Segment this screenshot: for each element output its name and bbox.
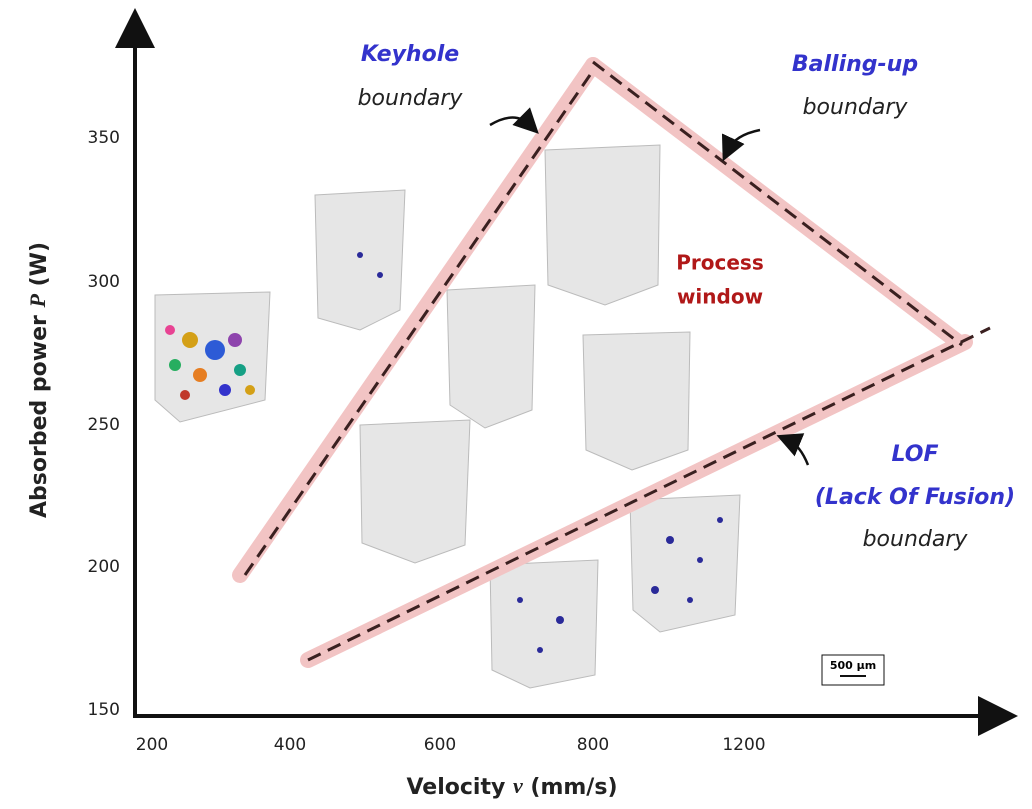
keyhole-name: Keyhole (361, 42, 459, 67)
lof-label: boundary (863, 527, 969, 552)
y-tick-label: 350 (88, 128, 120, 148)
x-axis-title: Velocity v (mm/s) (406, 773, 617, 800)
balling-name: Balling-up (792, 52, 918, 77)
x-tick-label: 600 (424, 735, 456, 755)
y-tick-label: 200 (88, 557, 120, 577)
y-tick-label: 150 (88, 700, 120, 720)
process-window: window (677, 285, 763, 309)
scale-label: 500 μm (830, 659, 876, 672)
process-window: Process (676, 251, 764, 275)
keyhole-label: boundary (358, 86, 464, 111)
samples (155, 145, 740, 688)
x-tick-label: 1200 (722, 735, 765, 755)
x-tick-label: 200 (136, 735, 168, 755)
y-tick-label: 250 (88, 415, 120, 435)
y-tick-label: 300 (88, 272, 120, 292)
lof-name: LOF (892, 442, 939, 467)
figure: 350 300 250 200 150 200 400 600 800 1200 Absorbed… (0, 0, 1032, 805)
balling-label: boundary (803, 95, 909, 120)
x-tick-label: 400 (274, 735, 306, 755)
lof-full: (Lack Of Fusion) (815, 485, 1015, 510)
x-tick-label: 800 (577, 735, 609, 755)
y-axis-title: Absorbed power P (W) (25, 242, 52, 518)
